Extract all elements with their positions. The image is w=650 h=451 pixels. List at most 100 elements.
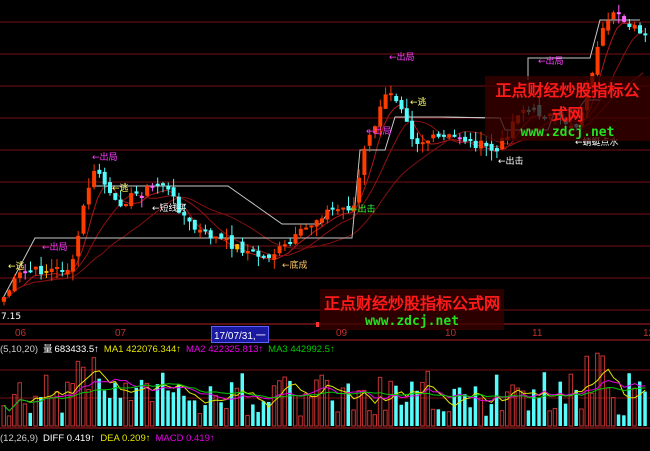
support-line — [1, 116, 501, 301]
volume-bar — [463, 394, 467, 426]
volume-bar — [351, 409, 356, 427]
candle-body — [362, 148, 367, 175]
candle-body — [595, 46, 600, 75]
volume-bar — [139, 379, 144, 426]
volume-bar — [314, 379, 319, 427]
volume-bar — [526, 410, 531, 426]
volume-bar — [399, 404, 403, 426]
candle-body — [463, 136, 468, 142]
volume-bar — [452, 388, 456, 426]
candle-body — [261, 255, 266, 258]
candle-body — [357, 177, 362, 203]
candle-body — [330, 207, 335, 210]
candle-body — [267, 254, 271, 258]
candle-body — [55, 267, 59, 270]
candle-body — [2, 297, 6, 302]
watermark-title: 正点财经炒股指标公式网 — [495, 81, 640, 124]
volume-bar — [134, 387, 138, 426]
month-label: 07 — [115, 328, 127, 339]
candle-body — [373, 126, 377, 134]
candle-body — [383, 94, 388, 109]
volume-bar — [81, 366, 86, 427]
candle-body — [489, 143, 494, 151]
volume-bar — [558, 381, 562, 426]
candle-body — [123, 203, 128, 206]
volume-bar — [388, 380, 393, 427]
volume-bar — [234, 387, 240, 427]
volume-bar — [219, 402, 223, 426]
candle-body — [378, 106, 383, 127]
volume-bar — [568, 373, 574, 427]
candle-body — [113, 193, 118, 200]
candle-body — [314, 220, 319, 227]
candle-body — [420, 142, 425, 145]
volume-bar — [282, 376, 287, 427]
volume-ma-line — [3, 383, 646, 412]
candle-body — [611, 12, 616, 20]
volume-bar — [394, 385, 398, 426]
candle-body — [92, 170, 97, 188]
volume-bar — [361, 389, 367, 427]
candle-body — [224, 238, 229, 241]
candle-body — [219, 233, 224, 239]
volume-bar — [383, 409, 388, 427]
volume-ma-line — [3, 378, 646, 412]
volume-bar — [563, 403, 568, 426]
volume-bar — [547, 410, 552, 427]
volume-value: 683433.5↑ — [54, 344, 99, 355]
volume-bar — [537, 397, 541, 426]
volume-bar — [6, 415, 12, 427]
candle-body — [86, 187, 91, 205]
volume-bar — [39, 397, 43, 426]
volume-bar — [611, 397, 616, 427]
volume-bar — [176, 384, 181, 426]
volume-bar — [579, 408, 584, 427]
volume-bar — [542, 372, 547, 426]
candle-body — [76, 235, 81, 257]
candle-body — [415, 138, 420, 144]
candle-body — [335, 209, 340, 212]
candle-body — [410, 120, 415, 140]
volume-bar — [28, 412, 32, 426]
resistance-line — [527, 19, 640, 80]
volume-bar — [489, 404, 494, 426]
volume-bar — [182, 395, 186, 426]
volume-bar — [261, 401, 266, 426]
volume-bar — [499, 410, 505, 427]
volume-bar — [251, 404, 255, 426]
volume-bar — [187, 400, 191, 426]
candle-body — [198, 229, 203, 233]
volume-bar — [367, 410, 372, 427]
volume-bar — [203, 405, 207, 426]
candle-body — [182, 212, 187, 216]
volume-ma1: MA1 422076.344↑ — [103, 344, 182, 355]
volume-bar — [574, 389, 578, 426]
volume-bar — [144, 382, 150, 427]
volume-bar — [510, 384, 515, 427]
volume-bar — [118, 397, 123, 426]
candle-body — [404, 108, 409, 122]
candle-body — [426, 140, 430, 144]
volume-bar — [494, 374, 499, 426]
volume-bar — [113, 382, 117, 426]
watermark-url: www.zdcj.net — [520, 125, 615, 140]
candle-body — [293, 234, 298, 244]
candle-body — [23, 271, 28, 274]
candle-body — [638, 25, 642, 34]
candle-body — [44, 270, 49, 273]
volume-bar — [271, 385, 277, 427]
candle-body — [70, 259, 75, 272]
watermark: 正点财经炒股指标公式网 www.zdcj.net — [485, 76, 650, 141]
volume-bar — [267, 401, 271, 426]
volume-bar — [308, 396, 314, 427]
volume-bar — [288, 380, 292, 426]
candle-body — [108, 182, 112, 194]
candle-body — [436, 133, 441, 137]
volume-bar — [213, 394, 218, 427]
candle-body — [134, 191, 139, 194]
candle-body — [457, 137, 462, 140]
candle-body — [102, 171, 107, 185]
watermark: 正点财经炒股指标公式网 www.zdcj.net — [320, 289, 505, 330]
volume-bar — [505, 391, 510, 427]
